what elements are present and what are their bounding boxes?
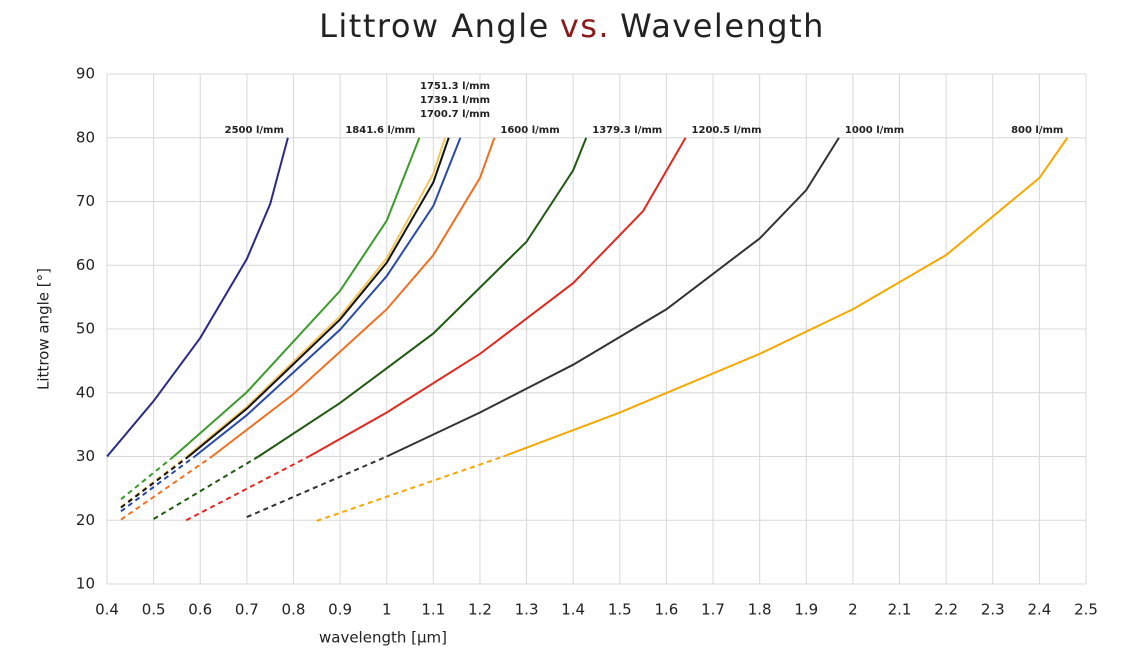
series-line (120, 455, 188, 508)
series-label: 1600 l/mm (500, 125, 559, 136)
title-part: Littrow Angle (319, 7, 550, 45)
series-label: 1751.3 l/mm (420, 81, 490, 92)
y-tick-label: 90 (76, 65, 95, 83)
x-tick-label: 0.7 (235, 601, 259, 619)
series-label: 1200.5 l/mm (692, 125, 762, 136)
x-tick-label: 0.5 (142, 601, 166, 619)
series-line (120, 455, 196, 513)
x-tick-label: 1.9 (794, 601, 818, 619)
series-line (173, 137, 421, 458)
series-label: 1739.1 l/mm (420, 95, 490, 106)
series-label: 2500 l/mm (225, 125, 284, 136)
x-tick-label: 1.8 (748, 601, 772, 619)
x-tick-label: 1.5 (608, 601, 632, 619)
series-line (257, 137, 588, 458)
y-tick-label: 40 (76, 383, 95, 401)
series-line (386, 137, 840, 458)
x-tick-label: 0.6 (188, 601, 212, 619)
x-tick-label: 2.1 (888, 601, 912, 619)
title-part: Wavelength (620, 7, 825, 45)
series-line (186, 137, 446, 458)
y-tick-label: 60 (76, 256, 95, 274)
y-tick-label: 10 (76, 575, 95, 593)
series-line (194, 137, 462, 458)
series-label: 800 l/mm (1011, 125, 1063, 136)
y-tick-label: 80 (76, 128, 95, 146)
series-line (187, 137, 450, 458)
x-tick-label: 1.6 (654, 601, 678, 619)
x-tick-label: 1 (382, 601, 392, 619)
series-label: 1700.7 l/mm (420, 109, 490, 120)
series-line (502, 137, 1069, 458)
x-tick-label: 2.2 (934, 601, 958, 619)
series-line (308, 137, 687, 458)
series-line (120, 455, 213, 521)
series-label: 1000 l/mm (845, 125, 904, 136)
x-tick-label: 1.7 (701, 601, 725, 619)
y-tick-label: 30 (76, 447, 95, 465)
x-tick-label: 1.3 (515, 601, 539, 619)
y-axis-title: Littrow angle [°] (35, 268, 53, 390)
series-label: 1841.6 l/mm (345, 125, 415, 136)
series-line (185, 455, 310, 522)
series-line (106, 137, 289, 458)
y-tick-label: 20 (76, 511, 95, 529)
x-tick-label: 1.4 (561, 601, 585, 619)
x-tick-label: 1.2 (468, 601, 492, 619)
chart-title: Littrow Angle vs. Wavelength (319, 7, 825, 45)
series-line (211, 137, 496, 458)
x-tick-label: 1.1 (421, 601, 445, 619)
x-tick-label: 2 (848, 601, 858, 619)
series-line (246, 455, 388, 518)
x-axis-title: wavelength [µm] (319, 629, 447, 647)
series-line (153, 455, 260, 520)
y-tick-label: 70 (76, 192, 95, 210)
series-line (316, 455, 504, 522)
series-label: 1379.3 l/mm (592, 125, 662, 136)
series-line (120, 455, 190, 509)
x-tick-label: 2.5 (1074, 601, 1098, 619)
y-tick-label: 50 (76, 320, 95, 338)
x-tick-label: 2.4 (1027, 601, 1051, 619)
x-tick-label: 0.4 (95, 601, 119, 619)
title-part: vs. (560, 7, 610, 45)
x-tick-label: 0.9 (328, 601, 352, 619)
series-line (120, 455, 175, 500)
x-tick-label: 0.8 (282, 601, 306, 619)
x-tick-label: 2.3 (981, 601, 1005, 619)
